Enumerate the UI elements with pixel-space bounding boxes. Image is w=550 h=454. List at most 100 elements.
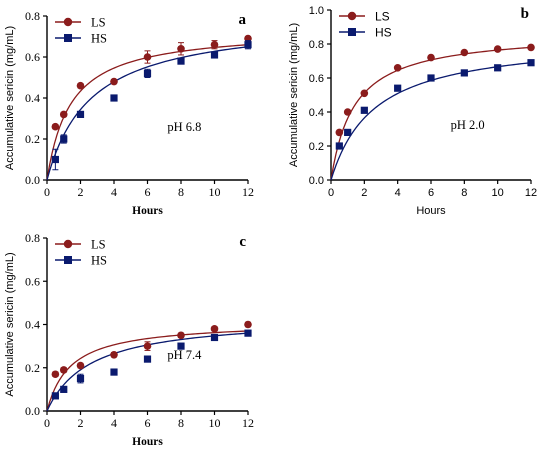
x-tick-label: 0: [44, 185, 50, 199]
data-point-hs: [143, 69, 152, 77]
data-point-ls: [527, 43, 535, 52]
data-point-hs: [335, 142, 343, 150]
ph-annotation: pH 7.4: [167, 348, 202, 362]
y-tick-label: 1.0: [309, 5, 324, 17]
data-point-ls: [51, 122, 60, 131]
data-point-hs: [51, 392, 59, 400]
x-tick-label: 12: [242, 416, 254, 430]
data-point-ls: [244, 320, 252, 329]
x-tick-label: 10: [492, 187, 504, 199]
data-point-hs: [51, 155, 59, 164]
y-axis-title: Accumulative sericin (mg/mL): [4, 252, 16, 396]
y-axis-title: Accumulative sericin (mg/mL): [288, 23, 300, 167]
legend-marker: [64, 34, 72, 42]
legend-label-ls: LS: [375, 10, 390, 24]
x-tick-label: 6: [428, 187, 434, 199]
data-point-ls: [59, 366, 68, 374]
data-point-hs: [60, 135, 68, 143]
data-point-hs: [177, 342, 185, 350]
x-tick-label: 8: [178, 416, 184, 430]
data-point-hs: [60, 385, 68, 393]
data-point-hs: [110, 368, 118, 376]
data-point-ls: [143, 53, 152, 61]
data-point-ls: [493, 45, 502, 53]
x-tick-label: 8: [178, 185, 184, 199]
data-point-hs: [527, 59, 535, 67]
x-tick-label: 4: [395, 187, 401, 199]
x-axis-title: Hours: [416, 205, 446, 217]
y-tick-label: 0.0: [25, 404, 40, 418]
data-point-ls: [210, 325, 219, 333]
fit-curve-ls: [46, 330, 249, 412]
x-axis-title: Hours: [132, 436, 163, 448]
data-point-hs: [76, 110, 85, 118]
data-point-hs: [494, 64, 502, 72]
x-tick-label: 12: [242, 185, 254, 199]
y-tick-label: 0.6: [25, 274, 40, 288]
data-point-ls: [427, 53, 435, 62]
data-point-ls: [460, 48, 469, 57]
data-point-ls: [143, 342, 152, 350]
data-point-hs: [244, 41, 252, 49]
y-tick-label: 0.2: [309, 141, 324, 153]
data-point-ls: [177, 331, 185, 340]
x-tick-label: 2: [361, 187, 367, 199]
x-tick-label: 6: [145, 185, 151, 199]
y-tick-label: 0.4: [25, 91, 40, 105]
legend-marker: [348, 28, 356, 36]
data-point-ls: [51, 370, 60, 379]
data-point-hs: [344, 128, 352, 136]
fit-curve-hs: [46, 46, 249, 181]
x-tick-label: 6: [145, 416, 151, 430]
data-point-hs: [76, 374, 85, 383]
ph-annotation: pH 6.8: [167, 120, 201, 134]
legend-label-hs: HS: [375, 26, 392, 40]
y-tick-label: 0.6: [25, 50, 40, 64]
legend-label-ls: LS: [91, 16, 106, 30]
x-tick-label: 0: [44, 416, 50, 430]
data-point-ls: [210, 40, 219, 49]
panel-label: c: [239, 234, 246, 250]
y-tick-label: 0.8: [309, 39, 324, 51]
y-tick-label: 0.4: [309, 107, 324, 119]
x-tick-label: 8: [461, 187, 467, 199]
data-point-hs: [427, 74, 435, 82]
data-point-hs: [360, 106, 368, 114]
data-point-hs: [244, 329, 252, 337]
data-point-hs: [394, 84, 402, 92]
data-point-hs: [110, 94, 118, 102]
data-point-ls: [76, 81, 85, 90]
x-axis-title: Hours: [132, 205, 163, 217]
legend-label-hs: HS: [91, 254, 107, 268]
panel-label: b: [521, 6, 529, 22]
x-tick-label: 10: [209, 416, 221, 430]
y-tick-label: 0.2: [25, 132, 40, 146]
x-tick-label: 12: [525, 187, 537, 199]
data-point-hs: [460, 69, 468, 77]
data-point-ls: [393, 64, 402, 72]
x-tick-label: 4: [111, 185, 117, 199]
y-axis-title: Accumulative sericin (mg/mL): [4, 26, 16, 170]
y-tick-label: 0.8: [25, 9, 40, 23]
data-point-hs: [177, 57, 185, 65]
y-tick-label: 0.2: [25, 361, 40, 375]
y-tick-label: 0.0: [25, 173, 40, 187]
data-point-hs: [143, 355, 152, 363]
data-point-ls: [59, 110, 68, 119]
ph-annotation: pH 2.0: [451, 118, 485, 132]
data-point-hs: [210, 333, 219, 342]
data-point-ls: [110, 77, 118, 86]
x-tick-label: 2: [78, 416, 84, 430]
x-tick-label: 10: [209, 185, 221, 199]
legend-marker: [63, 239, 73, 249]
data-point-ls: [110, 350, 118, 359]
data-point-ls: [76, 361, 85, 370]
x-tick-label: 4: [111, 416, 117, 430]
legend-marker: [347, 11, 357, 21]
chart-panel-b: 0.0 0.2 0.4 0.6 0.8 1.0 0 2 4 6 8 10 12 Hours Accumula…: [288, 5, 537, 217]
data-point-ls: [343, 108, 352, 116]
chart-panel-a: 0.0 0.2 0.4 0.6 0.8 0 2 4 6 8 10 12 Hours Accumulativ…: [4, 9, 254, 217]
x-tick-label: 0: [328, 187, 334, 199]
data-point-hs: [210, 51, 219, 59]
y-tick-label: 0.6: [309, 73, 324, 85]
